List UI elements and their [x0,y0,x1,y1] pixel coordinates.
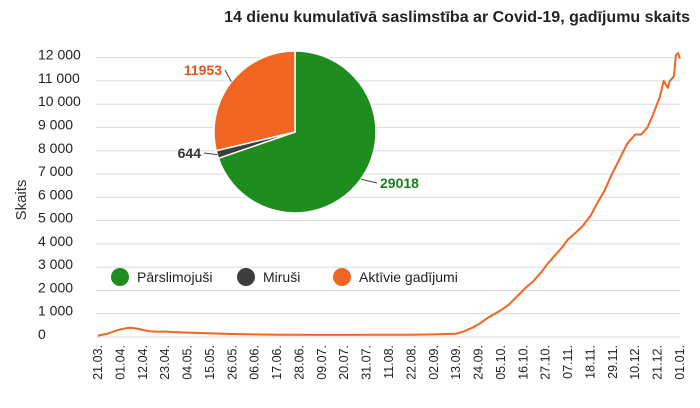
y-tick-label: 10 000 [38,93,81,109]
y-axis-label: Skaits [13,180,30,221]
line-series [97,52,681,337]
x-tick-label: 02.09. [427,345,441,380]
pie-leader-line [224,69,232,83]
y-tick-label: 7 000 [38,163,73,179]
series-line [97,52,681,337]
pie-slice [213,50,296,152]
x-tick-label: 20.07. [337,345,351,380]
y-tick-label: 2 000 [38,279,73,295]
x-tick-label: 16.10. [516,345,530,380]
x-tick-label: 26.05. [225,345,239,380]
legend-marker [111,268,129,286]
chart-title: 14 dienu kumulatīvā saslimstība ar Covid… [224,9,690,26]
y-tick-label: 5 000 [38,210,73,226]
y-tick-labels: 0 1 000 2 000 3 000 4 000 5 000 6 000 7 000 8 00… [38,47,81,342]
x-tick-label: 21.03. [91,345,105,380]
legend-label: Pārslimojuši [137,269,212,285]
x-tick-label: 10.12. [628,345,642,380]
pie-leader-line [360,178,378,184]
x-tick-label: 18.11. [583,345,597,379]
legend: Pārslimojuši Miruši Aktīvie gadījumi [111,268,458,286]
y-tick-label: 4 000 [38,233,73,249]
y-tick-label: 0 [38,326,46,342]
y-tick-label: 11 000 [38,70,80,86]
x-tick-label: 15.05. [203,345,217,380]
y-tick-label: 12 000 [38,47,81,63]
x-tick-label: 07.11. [561,345,575,379]
x-tick-label: 28.06. [292,345,306,380]
x-tick-label: 27.10. [539,345,553,380]
x-tick-label: 29.11. [606,345,620,379]
x-tick-label: 21.12. [651,345,665,380]
x-tick-label: 31.07. [360,345,374,380]
x-tick-label: 05.10. [494,345,508,380]
x-tick-label: 22.08. [404,345,418,380]
pie-value-label: 29018 [380,175,419,191]
pie-leader-line [203,152,218,156]
legend-marker [333,268,351,286]
pie-chart: 29018 644 11953 [178,50,419,214]
pie-value-label: 644 [178,145,202,161]
y-tick-label: 6 000 [38,186,73,202]
x-tick-label: 13.09. [449,345,463,380]
x-tick-label: 24.09. [472,345,486,380]
x-tick-label: 23.04. [158,345,172,380]
y-tick-label: 8 000 [38,140,73,156]
x-tick-label: 04.05. [181,345,195,380]
y-tick-label: 9 000 [38,116,73,132]
x-tick-label: 11.08. [382,345,396,379]
pie-value-label: 11953 [184,62,222,78]
x-tick-label: 01.01. [673,345,687,380]
x-tick-label: 12.04. [136,345,150,380]
x-tick-label: 09.07. [315,345,329,380]
legend-marker [237,268,255,286]
legend-label: Miruši [263,269,300,285]
legend-label: Aktīvie gadījumi [359,269,458,285]
x-tick-label: 17.06. [270,345,284,380]
x-tick-label: 01.04. [113,345,127,380]
y-tick-label: 1 000 [38,303,73,319]
grid [96,57,680,338]
x-tick-labels: 21.03. 01.04. 12.04. 23.04. 04.05. 15.05. 26.0… [91,345,687,380]
x-tick-label: 06.06. [248,345,262,380]
y-tick-label: 3 000 [38,256,73,272]
